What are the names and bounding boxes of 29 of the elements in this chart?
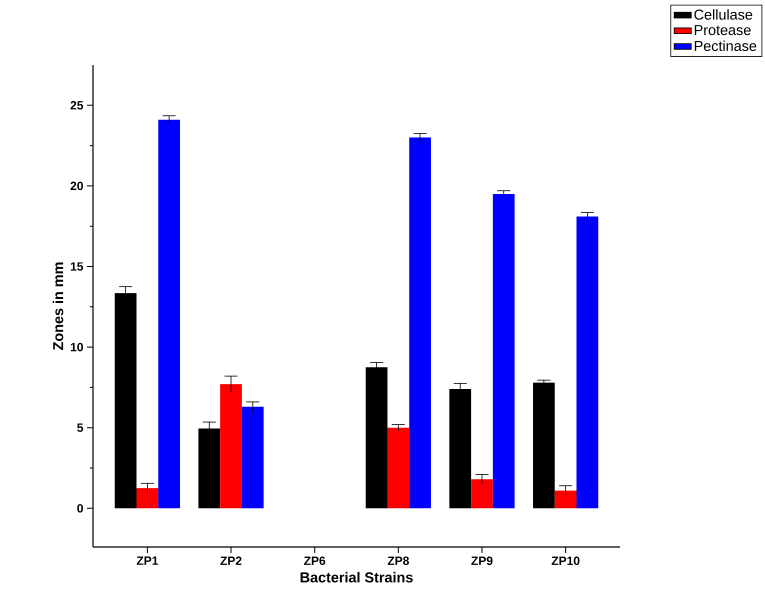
bar (576, 216, 598, 508)
bar (242, 406, 264, 508)
y-tick-label: 5 (77, 424, 84, 432)
y-tick-label: 20 (70, 182, 83, 190)
bar (220, 384, 242, 508)
y-axis-title: Zones in mm (52, 262, 64, 350)
bar (158, 120, 180, 508)
x-tick-label: ZP2 (220, 556, 242, 565)
bar (492, 194, 515, 508)
y-tick-label: 15 (70, 262, 84, 271)
bar (409, 138, 431, 508)
legend-label: Protease (694, 25, 751, 36)
legend-label: Pectinase (694, 40, 756, 52)
x-tick-label: ZP9 (471, 556, 493, 566)
y-tick-label: 25 (70, 101, 84, 110)
bar (366, 367, 388, 508)
y-tick-label: 10 (70, 342, 83, 352)
bar (136, 488, 158, 508)
x-axis-title: Bacterial Strains (300, 572, 413, 582)
bar (471, 479, 493, 508)
bar (554, 490, 577, 508)
bar (387, 428, 410, 508)
bar (533, 382, 555, 508)
x-tick-label: ZP10 (552, 556, 580, 566)
x-tick-label: ZP8 (388, 556, 409, 566)
x-tick-label: ZP1 (136, 556, 158, 565)
legend-label: Cellulase (694, 9, 752, 20)
x-tick-label: ZP6 (304, 556, 326, 566)
y-tick-label: 0 (77, 504, 83, 513)
